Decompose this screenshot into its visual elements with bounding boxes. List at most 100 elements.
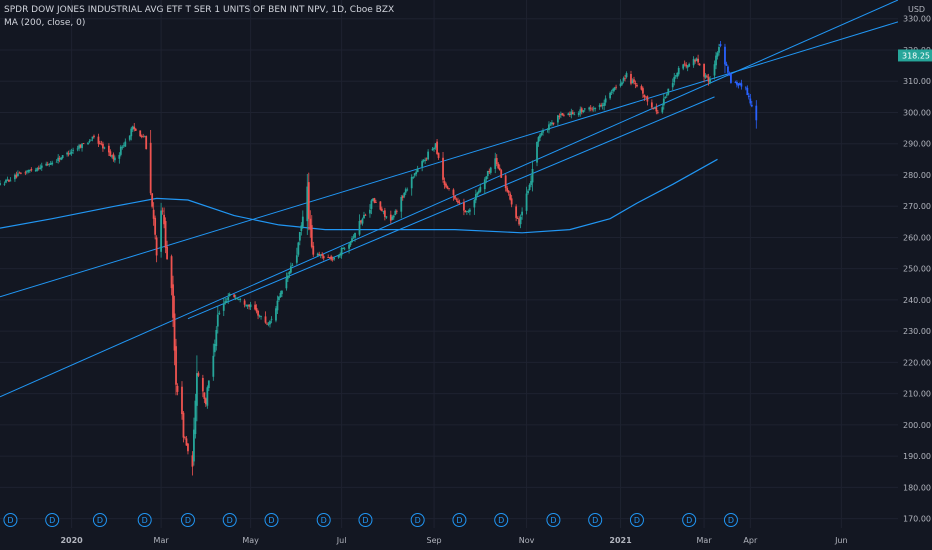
candle-body [175, 346, 177, 385]
candle-body [57, 157, 60, 162]
candle-body [67, 153, 70, 155]
candle-body [0, 183, 1, 186]
candle-body [36, 167, 39, 171]
trendline [0, 21, 899, 298]
candle-body [363, 214, 365, 219]
x-axis[interactable]: 2020 Mar May Jul Sep Nov 2021 Mar Apr Jun [0, 528, 932, 550]
grid-lines [0, 0, 898, 528]
candle-body [656, 111, 659, 113]
candle-body [612, 89, 614, 92]
candle-body [60, 157, 63, 160]
candle-body [495, 158, 498, 164]
event-label: D [686, 516, 692, 525]
candle-body [266, 323, 268, 325]
candle-body [474, 194, 477, 201]
candle-body [392, 215, 395, 218]
candle-body [113, 157, 116, 161]
candle-body [724, 46, 726, 65]
candle-body [636, 84, 638, 87]
candle-body [744, 87, 747, 89]
candle-body [152, 209, 155, 219]
candle-body [403, 192, 406, 197]
y-axis[interactable]: 170.00 180.00 190.00 200.00 210.00 220.00 230.… [898, 0, 932, 550]
candle-body [45, 163, 48, 166]
candle-body [151, 193, 154, 207]
candle-body [431, 148, 434, 151]
candle-body [173, 313, 176, 351]
candle-body [245, 305, 248, 307]
candle-body [697, 58, 700, 63]
candle-body [295, 255, 298, 263]
candle-body [102, 143, 104, 149]
candle-body [246, 304, 249, 307]
candle-body [254, 304, 256, 310]
candle-body [570, 111, 573, 115]
last-price-label: 318.25 [902, 51, 930, 60]
candle-body [369, 209, 371, 214]
candle-body [452, 189, 455, 196]
y-tick-label: 310.00 [903, 77, 931, 86]
event-marker [92, 513, 107, 527]
candle-body [621, 82, 623, 85]
candle-body [227, 297, 230, 301]
candle-body [530, 181, 532, 185]
candle-body [124, 141, 127, 147]
y-tick-label: 260.00 [903, 233, 931, 242]
candle-body [676, 72, 679, 77]
x-tick-label: May [242, 536, 259, 545]
candle-body [143, 136, 146, 138]
candle-body [489, 167, 492, 173]
candle-body [479, 186, 482, 192]
candle-body [100, 143, 103, 145]
y-axis-background [898, 0, 932, 550]
x-tick-label: Nov [519, 536, 535, 545]
candle-body [445, 183, 447, 187]
candle-body [291, 264, 294, 266]
candle-body [82, 143, 85, 145]
candle-body [497, 163, 500, 169]
candle-body [301, 216, 304, 227]
candle-body [416, 168, 419, 173]
candle-body [747, 95, 750, 98]
candle-body [548, 124, 550, 131]
candle-body [568, 114, 571, 116]
candle-body [746, 87, 749, 96]
candle-body [216, 314, 219, 327]
currency-label: USD [908, 5, 925, 14]
candle-body [646, 96, 649, 102]
event-marker [222, 513, 237, 527]
candle-body [552, 122, 555, 125]
candle-body [507, 190, 510, 193]
candle-body [725, 63, 728, 66]
candle-body [589, 107, 592, 109]
candle-body [391, 216, 394, 220]
candle-body [455, 198, 458, 200]
candle-body [604, 98, 607, 103]
candle-body [285, 278, 288, 289]
candle-body [542, 130, 544, 133]
candle-body [257, 310, 259, 316]
candle-body [694, 60, 697, 62]
candle-body [477, 190, 480, 193]
candle-body [121, 146, 124, 148]
candle-body [40, 165, 43, 168]
candle-body [170, 256, 173, 289]
candle-body [142, 136, 145, 138]
candle-body [194, 400, 197, 435]
x-tick-label: 2020 [60, 536, 83, 545]
candle-body [239, 298, 242, 300]
event-label: D [7, 516, 13, 525]
candle-body [582, 110, 585, 113]
candle-body [212, 355, 215, 377]
candle-body [404, 189, 407, 193]
candle-body [166, 246, 168, 260]
candle-body [688, 63, 691, 67]
event-label: D [321, 516, 327, 525]
candle-body [655, 107, 658, 112]
candle-body [109, 151, 112, 157]
candle-body [163, 214, 165, 225]
candle-body [176, 385, 179, 392]
candle-body [269, 321, 271, 325]
x-tick-label: Jun [834, 536, 848, 545]
